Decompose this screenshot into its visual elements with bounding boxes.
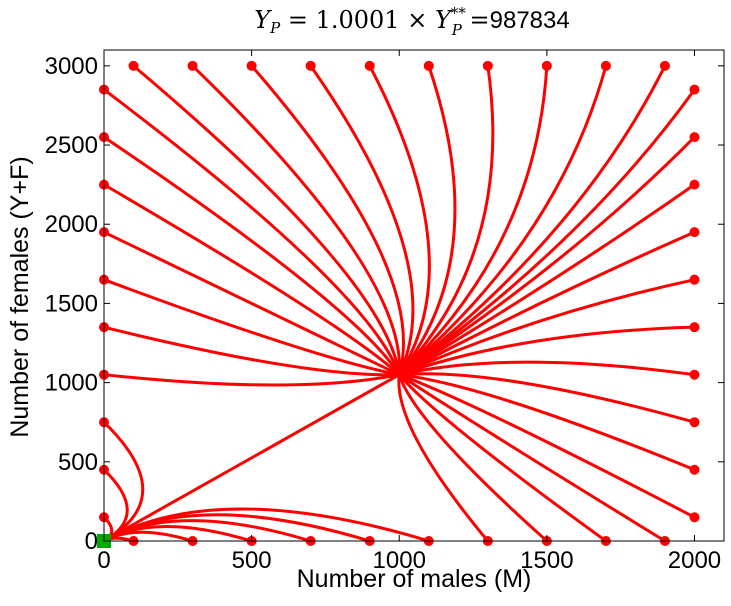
trajectory-line [191, 64, 402, 375]
trajectory-line [398, 88, 696, 376]
title-sub-p: P [269, 19, 281, 37]
trajectory-line [398, 65, 495, 376]
trajectory-line [103, 183, 401, 376]
chart-title: YP = 1.0001 × Y** P =987834 [254, 4, 569, 39]
trajectory-line [398, 65, 549, 376]
start-point-marker [689, 369, 700, 380]
x-tick-label: 500 [232, 547, 272, 574]
trajectory-line [103, 135, 401, 376]
start-point-marker [689, 132, 700, 143]
start-point-marker [689, 227, 700, 238]
start-point-marker [305, 60, 316, 71]
attractor-line [103, 373, 400, 543]
title-y: Y [254, 6, 272, 34]
x-tick-label: 0 [97, 547, 110, 574]
trajectory-line [103, 373, 400, 387]
start-point-marker [541, 60, 552, 71]
y-tick-label: 1000 [45, 370, 98, 397]
title-eq1: = 1.0001 × [280, 6, 435, 34]
trajectory-line [103, 88, 401, 376]
trajectory-line [398, 65, 667, 376]
trajectory-line [368, 65, 431, 376]
trajectory-line [398, 373, 666, 543]
trajectory-line [398, 278, 695, 377]
trajectory-line [398, 183, 696, 376]
start-point-marker [187, 60, 198, 71]
x-tick-label: 1000 [373, 547, 426, 574]
trajectory-line [102, 421, 145, 543]
x-tick-label: 1500 [520, 547, 573, 574]
trajectory-line [398, 65, 608, 376]
trajectory-line [397, 374, 489, 542]
y-axis-label: Number of females (Y+F) [6, 156, 34, 437]
y-tick-label: 0 [85, 528, 98, 555]
plot-frame [103, 49, 725, 542]
trajectory-line [398, 136, 696, 376]
trajectory-line [399, 373, 696, 472]
start-point-marker [689, 274, 700, 285]
y-tick-label: 2500 [45, 132, 98, 159]
start-point-marker [689, 417, 700, 428]
start-point-marker [600, 60, 611, 71]
start-point-marker [689, 179, 700, 190]
title-eq2: = [462, 6, 490, 34]
trajectory-line [398, 325, 695, 377]
trajectories [97, 60, 700, 548]
trajectory-line [132, 64, 401, 375]
y-tick-label: 500 [58, 449, 98, 476]
trajectory-line [309, 64, 415, 376]
start-point-marker [482, 60, 493, 71]
trajectory-line [250, 64, 405, 376]
trajectory-line [398, 373, 696, 519]
start-point-marker [246, 60, 257, 71]
trajectory-line [103, 278, 400, 377]
y-tick-label: 3000 [45, 53, 98, 80]
trajectory-line [398, 230, 696, 377]
start-point-marker [689, 322, 700, 333]
y-tick-label: 2000 [45, 211, 98, 238]
trajectory-line [103, 230, 400, 377]
start-point-marker [689, 464, 700, 475]
title-y2: Y [435, 6, 453, 34]
start-point-marker [128, 60, 139, 71]
x-axis-label: Number of males (M) [297, 565, 532, 593]
title-sub-p2: P [451, 21, 463, 39]
y-tick-label: 1500 [45, 290, 98, 317]
trajectory-line [398, 373, 607, 543]
trajectory-line [397, 374, 548, 543]
trajectory-line [398, 360, 695, 377]
start-point-marker [659, 60, 670, 71]
start-point-marker [689, 512, 700, 523]
axes: 0 500 1000 1500 2000 0 500 1000 1500 2000 2500 3000 [45, 49, 725, 574]
title-sup: ** [451, 4, 467, 22]
start-point-marker [689, 84, 700, 95]
trajectory-line [103, 325, 400, 377]
trajectory-line [398, 65, 457, 376]
start-point-marker [364, 60, 375, 71]
trajectory-line [399, 372, 695, 424]
x-tick-label: 2000 [668, 547, 721, 574]
start-point-marker [423, 60, 434, 71]
title-value: 987834 [490, 7, 570, 34]
